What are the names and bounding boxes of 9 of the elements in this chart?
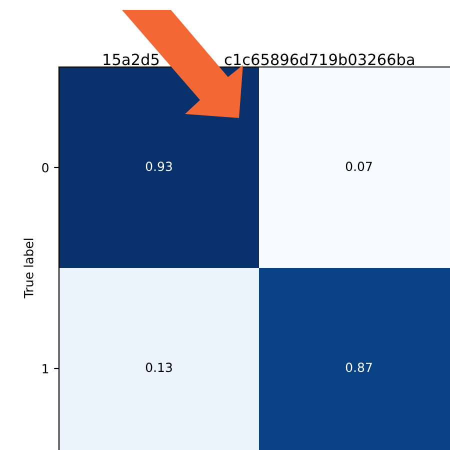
data-label: 0.93 bbox=[146, 162, 172, 172]
text: 15a2d5 bbox=[104, 53, 159, 66]
y-tick-label: 0 bbox=[42, 162, 48, 172]
data-label: 0.87 bbox=[346, 362, 372, 372]
data-label: 0.13 bbox=[146, 362, 172, 372]
text: c1c65896d719b03266ba bbox=[224, 53, 414, 66]
data-label: 0.07 bbox=[346, 162, 372, 172]
y-tick-label: 1 bbox=[42, 364, 48, 374]
y-axis-title: True label bbox=[24, 238, 34, 298]
